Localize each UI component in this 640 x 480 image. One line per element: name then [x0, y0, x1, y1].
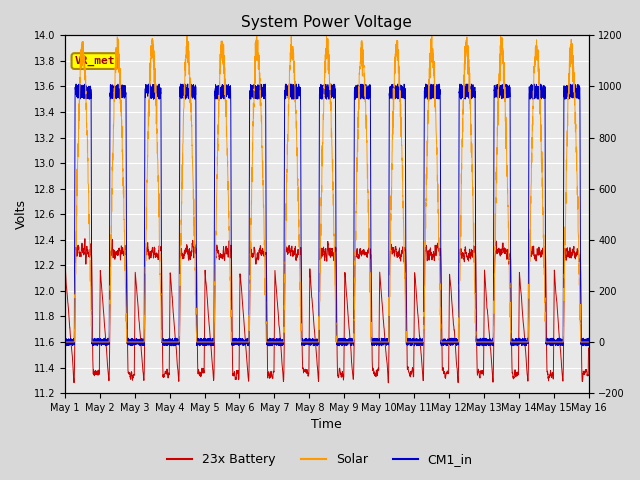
Title: System Power Voltage: System Power Voltage — [241, 15, 412, 30]
Text: VR_met: VR_met — [74, 56, 115, 66]
Y-axis label: Volts: Volts — [15, 199, 28, 229]
X-axis label: Time: Time — [312, 419, 342, 432]
Legend: 23x Battery, Solar, CM1_in: 23x Battery, Solar, CM1_in — [163, 448, 477, 471]
